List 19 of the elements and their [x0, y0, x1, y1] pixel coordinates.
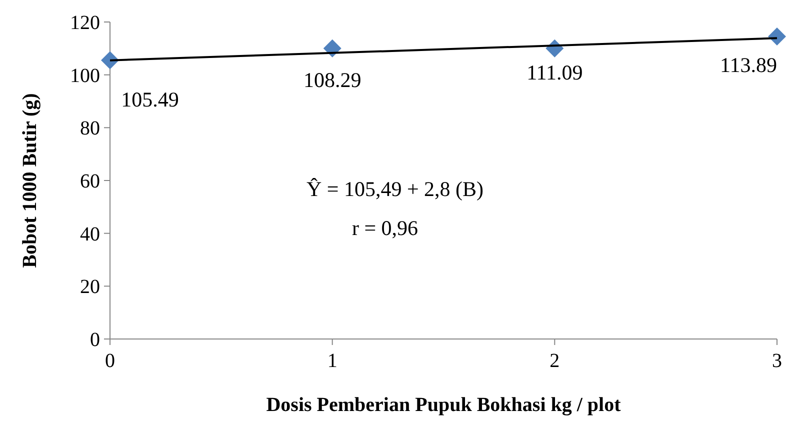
y-tick-label: 60 [80, 170, 100, 192]
y-tick-label: 120 [70, 12, 100, 34]
x-tick-label: 3 [772, 350, 782, 372]
y-tick-label: 0 [90, 329, 100, 351]
y-tick-label: 80 [80, 118, 100, 140]
annotation: Ŷ = 105,49 + 2,8 (B) [306, 177, 484, 201]
x-tick-label: 2 [550, 350, 560, 372]
annotation: 111.09 [526, 60, 583, 85]
x-axis-title: Dosis Pemberian Pupuk Bokhasi kg / plot [266, 394, 622, 416]
x-tick-label: 0 [105, 350, 115, 372]
x-tick-label: 1 [327, 350, 338, 372]
y-tick-label: 40 [80, 223, 100, 246]
annotation: r = 0,96 [352, 216, 418, 240]
annotation: 108.29 [303, 68, 362, 92]
y-tick-label: 100 [70, 64, 100, 87]
annotation: 113.89 [720, 53, 777, 78]
y-axis-title: Bobot 1000 Butir (g) [19, 93, 41, 268]
annotation: 105.49 [121, 87, 179, 112]
y-tick-label: 20 [80, 276, 100, 298]
